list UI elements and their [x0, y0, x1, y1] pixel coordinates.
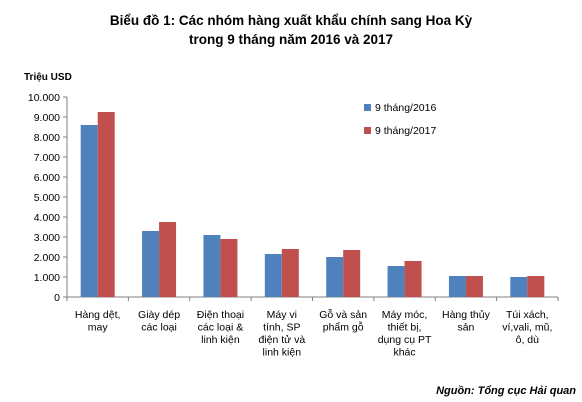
y-tick-label: 9.000 — [34, 112, 60, 124]
y-tick-label: 7.000 — [34, 152, 60, 164]
category-label: Hàng thủy sản — [442, 309, 491, 334]
category-label: Gỗ và sản phẩm gỗ — [319, 308, 367, 334]
category-labels: Hàng dệt, may Giày dép các loại Điện thoại cá… — [75, 308, 552, 359]
source-note: Nguồn: Tổng cục Hải quan — [436, 385, 576, 397]
x-axis-ticks — [66, 297, 559, 301]
bar-2017-5 — [343, 250, 361, 297]
bar-2016-3 — [203, 235, 221, 297]
bar-2017-2 — [159, 222, 177, 297]
bar-2017-4 — [281, 249, 299, 297]
y-tick-label: 8.000 — [34, 132, 60, 144]
y-axis-ticks: 0 1.000 2.000 3.000 4.000 5.000 6.000 7.000 8.00… — [28, 92, 67, 304]
bar-2016-6 — [387, 266, 405, 297]
bar-2016-4 — [264, 254, 282, 297]
category-label: Máy móc, thiết bị, dụng cụ PT khác — [378, 309, 432, 359]
category-label: Hàng dệt, may — [75, 309, 121, 334]
y-tick-label: 5.000 — [34, 192, 60, 204]
bar-2017-1 — [97, 112, 115, 297]
y-axis-label: Triệu USD — [24, 72, 72, 83]
bar-2017-3 — [220, 239, 238, 297]
bar-2017-7 — [465, 276, 483, 297]
bar-2016-2 — [142, 231, 160, 297]
legend: 9 tháng/2016 9 tháng/2017 — [364, 102, 436, 137]
bar-2016-5 — [326, 257, 344, 297]
y-tick-label: 10.000 — [28, 92, 60, 104]
legend-label-2017: 9 tháng/2017 — [375, 125, 436, 137]
bar-2017-6 — [404, 261, 422, 297]
y-tick-label: 4.000 — [34, 212, 60, 224]
bar-2017-8 — [527, 276, 545, 297]
category-label: Giày dép các loại — [138, 309, 180, 334]
category-label: Máy vi tính, SP điện tử và linh kiện — [258, 309, 305, 359]
chart-title-line-1: Biểu đồ 1: Các nhóm hàng xuất khẩu chính… — [110, 13, 473, 28]
bars — [80, 112, 545, 297]
legend-label-2016: 9 tháng/2016 — [375, 102, 436, 114]
category-label: Túi xách, ví,vali, mũ, ô, dù — [502, 309, 552, 346]
legend-swatch-2017 — [364, 127, 371, 134]
y-tick-label: 3.000 — [34, 232, 60, 244]
y-tick-label: 6.000 — [34, 172, 60, 184]
y-tick-label: 0 — [54, 292, 60, 304]
bar-2016-7 — [448, 276, 466, 297]
bar-2016-8 — [510, 277, 528, 297]
bar-2016-1 — [80, 125, 98, 297]
y-tick-label: 2.000 — [34, 252, 60, 264]
legend-swatch-2016 — [364, 104, 371, 111]
y-tick-label: 1.000 — [34, 272, 60, 284]
category-label: Điện thoại các loại & linh kiện — [197, 309, 244, 346]
chart-title-line-2: trong 9 tháng năm 2016 và 2017 — [189, 32, 393, 47]
